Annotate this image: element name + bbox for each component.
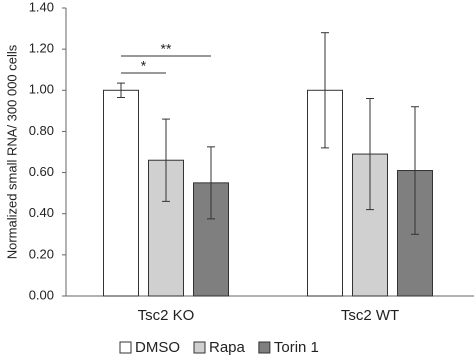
y-tick-label: 1.40	[29, 0, 54, 14]
bar	[148, 159, 184, 297]
y-axis-label: Normalized small RNA/ 300 000 cells	[4, 44, 19, 259]
legend-label: DMSO	[135, 339, 180, 356]
y-tick-label: 0.60	[29, 164, 54, 179]
legend-label: Torin 1	[274, 339, 319, 356]
legend-swatch	[119, 341, 132, 354]
legend-swatch	[258, 341, 271, 354]
significance-label: **	[161, 41, 172, 57]
y-tick-label: 0.80	[29, 123, 54, 138]
x-tick-label: Tsc2 WT	[341, 307, 399, 324]
y-tick-label: 1.20	[29, 41, 54, 56]
y-tick-label: 0.20	[29, 246, 54, 261]
y-tick-label: 0.00	[29, 287, 54, 302]
y-tick-label: 0.40	[29, 205, 54, 220]
legend-label: Rapa	[209, 339, 246, 356]
y-tick-label: 1.00	[29, 82, 54, 97]
bar	[103, 89, 139, 297]
legend-swatch	[193, 341, 206, 354]
significance-label: *	[141, 58, 147, 74]
x-tick-label: Tsc2 KO	[138, 307, 195, 324]
